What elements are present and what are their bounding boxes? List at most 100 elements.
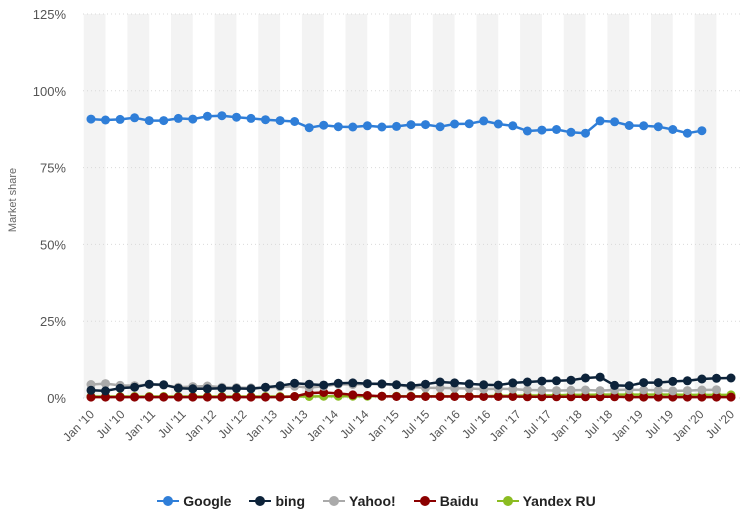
data-point-bing[interactable] [130,382,140,392]
data-point-yahoo[interactable] [595,386,605,396]
legend-item-yahoo[interactable]: Yahoo! [323,493,396,509]
data-point-bing[interactable] [202,384,212,394]
data-point-baidu[interactable] [421,392,430,401]
data-point-bing[interactable] [493,380,503,390]
data-point-google[interactable] [275,116,285,126]
data-point-bing[interactable] [333,378,343,388]
data-point-bing[interactable] [624,381,634,391]
data-point-yahoo[interactable] [712,385,721,395]
data-point-baidu[interactable] [115,392,125,402]
data-point-google[interactable] [261,115,270,125]
data-point-google[interactable] [362,121,372,131]
data-point-google[interactable] [304,123,314,133]
data-point-baidu[interactable] [101,392,110,402]
data-point-bing[interactable] [115,383,125,393]
data-point-bing[interactable] [595,372,605,382]
data-point-google[interactable] [188,114,198,124]
data-point-bing[interactable] [697,374,707,384]
data-point-baidu[interactable] [566,392,576,402]
data-point-baidu[interactable] [406,392,416,401]
data-point-bing[interactable] [290,378,300,388]
data-point-yahoo[interactable] [682,386,692,396]
data-point-baidu[interactable] [348,390,358,400]
data-point-baidu[interactable] [275,392,285,402]
data-point-bing[interactable] [421,379,430,389]
data-point-yahoo[interactable] [653,385,663,395]
data-point-google[interactable] [290,117,300,126]
data-point-bing[interactable] [552,376,561,386]
data-point-bing[interactable] [522,377,532,387]
data-point-yahoo[interactable] [537,385,547,395]
data-point-bing[interactable] [537,376,547,386]
data-point-google[interactable] [246,113,256,123]
data-point-google[interactable] [653,122,663,132]
data-point-bing[interactable] [668,376,678,386]
data-point-google[interactable] [101,115,110,125]
data-point-bing[interactable] [726,373,736,383]
legend-item-yandex-ru[interactable]: Yandex RU [496,493,596,509]
data-point-google[interactable] [130,113,140,123]
data-point-bing[interactable] [362,379,372,389]
data-point-baidu[interactable] [362,391,372,400]
data-point-bing[interactable] [610,380,620,390]
data-point-google[interactable] [522,126,532,136]
legend-item-bing[interactable]: bing [249,493,305,509]
data-point-bing[interactable] [188,384,198,394]
data-point-baidu[interactable] [173,392,183,402]
data-point-baidu[interactable] [653,392,663,402]
data-point-baidu[interactable] [232,392,241,402]
data-point-baidu[interactable] [610,392,620,402]
data-point-yahoo[interactable] [522,385,532,395]
data-point-bing[interactable] [304,379,314,389]
data-point-google[interactable] [377,122,387,132]
data-point-baidu[interactable] [624,392,634,402]
data-point-baidu[interactable] [86,392,96,402]
data-point-google[interactable] [493,119,503,129]
data-point-baidu[interactable] [508,392,518,401]
data-point-google[interactable] [682,128,692,138]
data-point-google[interactable] [392,121,401,131]
data-point-google[interactable] [537,125,547,135]
data-point-google[interactable] [624,121,634,130]
data-point-google[interactable] [668,125,678,134]
data-point-bing[interactable] [435,377,445,387]
data-point-google[interactable] [159,116,169,126]
data-point-baidu[interactable] [537,392,547,402]
data-point-google[interactable] [406,120,416,130]
data-point-google[interactable] [479,116,489,126]
data-point-google[interactable] [435,122,445,132]
data-point-bing[interactable] [682,376,692,386]
data-point-baidu[interactable] [377,391,387,401]
data-point-baidu[interactable] [682,392,692,402]
data-point-baidu[interactable] [552,392,561,402]
data-point-yahoo[interactable] [581,385,590,395]
data-point-bing[interactable] [217,383,227,393]
data-point-baidu[interactable] [493,392,503,401]
legend-item-baidu[interactable]: Baidu [413,493,479,509]
data-point-bing[interactable] [101,386,110,396]
data-point-google[interactable] [450,119,460,129]
data-point-google[interactable] [173,113,183,123]
data-point-yahoo[interactable] [697,385,707,395]
data-point-google[interactable] [333,122,343,132]
data-point-google[interactable] [552,125,561,134]
data-point-bing[interactable] [159,380,169,390]
data-point-google[interactable] [581,128,590,138]
data-point-baidu[interactable] [246,392,256,402]
data-point-baidu[interactable] [202,392,212,402]
data-point-bing[interactable] [246,384,256,394]
data-point-baidu[interactable] [712,392,721,402]
data-point-baidu[interactable] [595,392,605,402]
data-point-baidu[interactable] [479,392,489,401]
data-point-bing[interactable] [566,375,576,385]
data-point-google[interactable] [464,119,474,129]
data-point-baidu[interactable] [144,392,154,402]
data-point-google[interactable] [217,111,227,121]
data-point-google[interactable] [202,111,212,121]
data-point-baidu[interactable] [522,392,532,402]
data-point-google[interactable] [508,121,518,131]
data-point-bing[interactable] [450,378,460,388]
data-point-google[interactable] [639,121,649,131]
data-point-baidu[interactable] [668,392,678,402]
data-point-bing[interactable] [392,380,401,390]
